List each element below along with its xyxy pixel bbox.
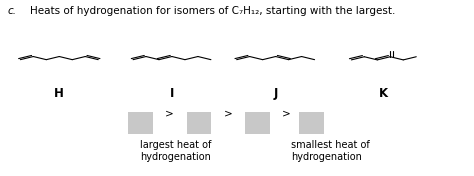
Text: H: H [55,87,64,100]
Text: K: K [379,87,388,100]
Text: >: > [282,108,291,118]
Bar [299,112,324,134]
Bar [128,112,153,134]
Text: Heats of hydrogenation for isomers of C₇H₁₂, starting with the largest.: Heats of hydrogenation for isomers of C₇… [30,6,395,16]
Text: >: > [224,108,233,118]
Bar [245,112,270,134]
Text: smallest heat of
hydrogenation: smallest heat of hydrogenation [292,140,370,162]
Text: largest heat of
hydrogenation: largest heat of hydrogenation [140,140,212,162]
Text: >: > [165,108,174,118]
Bar [187,112,211,134]
Text: I: I [170,87,174,100]
Text: c.: c. [8,6,17,16]
Text: J: J [273,87,278,100]
